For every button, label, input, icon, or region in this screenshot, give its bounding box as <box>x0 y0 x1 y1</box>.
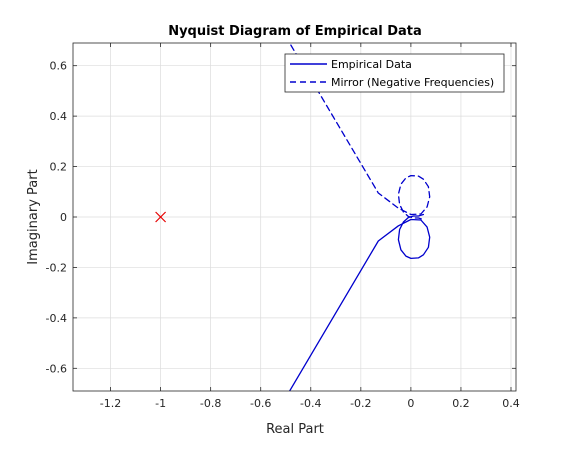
x-tick-label: -0.6 <box>250 397 271 410</box>
y-tick-label: -0.6 <box>46 362 67 375</box>
x-tick-label: 0.4 <box>502 397 520 410</box>
series-line-mirror <box>288 43 431 221</box>
series-line-empirical <box>288 213 431 391</box>
legend-label-empirical: Empirical Data <box>331 58 412 71</box>
x-tick-label: -0.4 <box>300 397 321 410</box>
y-tick-label: -0.4 <box>46 312 67 325</box>
x-tick-label: -1 <box>155 397 166 410</box>
x-tick-label: 0 <box>407 397 414 410</box>
grid-lines <box>73 43 516 391</box>
chart-title: Nyquist Diagram of Empirical Data <box>168 24 422 39</box>
tick-labels: -1.2 -1 -0.8 -0.6 -0.4 -0.2 0 0.2 0.4 -0.6 -0.4 -0.… <box>46 60 520 410</box>
y-tick-label: -0.2 <box>46 261 67 274</box>
critical-point-marker <box>155 211 167 223</box>
y-tick-label: 0 <box>60 211 67 224</box>
x-tick-label: 0.2 <box>452 397 470 410</box>
series-layer <box>288 43 431 391</box>
x-tick-label: -0.2 <box>350 397 371 410</box>
y-tick-label: 0.6 <box>50 60 68 73</box>
marker-stroke <box>155 211 167 223</box>
legend-box <box>284 53 505 93</box>
y-tick-label: 0.4 <box>50 110 68 123</box>
y-axis-label: Imaginary Part <box>26 169 41 264</box>
x-tick-label: -0.8 <box>200 397 221 410</box>
y-tick-label: 0.2 <box>50 161 68 174</box>
x-axis-label: Real Part <box>266 422 324 437</box>
legend: Empirical Data Mirror (Negative Frequenc… <box>284 53 505 93</box>
legend-label-mirror: Mirror (Negative Frequencies) <box>331 76 494 89</box>
axis-ticks <box>73 43 516 391</box>
marker-layer <box>155 211 167 223</box>
x-tick-label: -1.2 <box>100 397 121 410</box>
